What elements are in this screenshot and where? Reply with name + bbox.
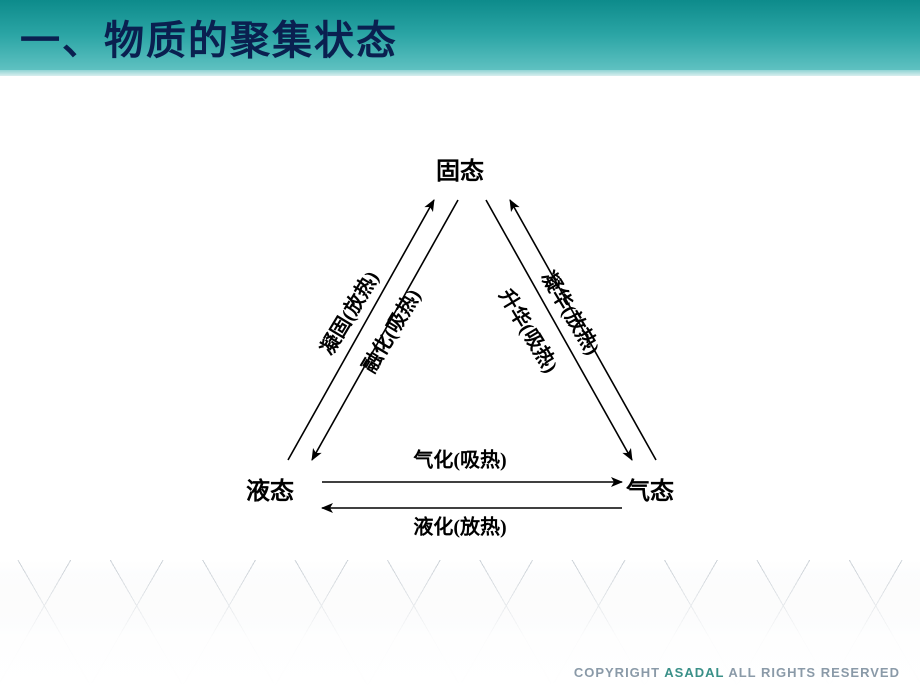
copyright-brand: ASADAL xyxy=(664,665,724,680)
state-diagram: 固态液态气态 融化(吸热)凝固(放热)升华(吸热)凝华(放热)气化(吸热)液化(… xyxy=(160,120,760,540)
edge-label-4: 气化(吸热) xyxy=(413,444,506,473)
node-solid: 固态 xyxy=(436,151,484,186)
copyright-text: COPYRIGHT ASADAL ALL RIGHTS RESERVED xyxy=(574,665,900,680)
slide: 一、物质的聚集状态 固态液态气态 融化(吸热)凝固(放热)升华(吸热)凝华(放热… xyxy=(0,0,920,690)
copyright-prefix: COPYRIGHT xyxy=(574,665,664,680)
page-title: 一、物质的聚集状态 xyxy=(20,8,398,66)
edge-line-2 xyxy=(486,200,632,460)
node-liquid: 液态 xyxy=(246,471,294,506)
node-gas: 气态 xyxy=(626,471,674,506)
edge-line-1 xyxy=(288,200,434,460)
header-underline xyxy=(0,70,920,76)
edge-label-5: 液化(放热) xyxy=(413,511,506,540)
copyright-suffix: ALL RIGHTS RESERVED xyxy=(724,665,900,680)
